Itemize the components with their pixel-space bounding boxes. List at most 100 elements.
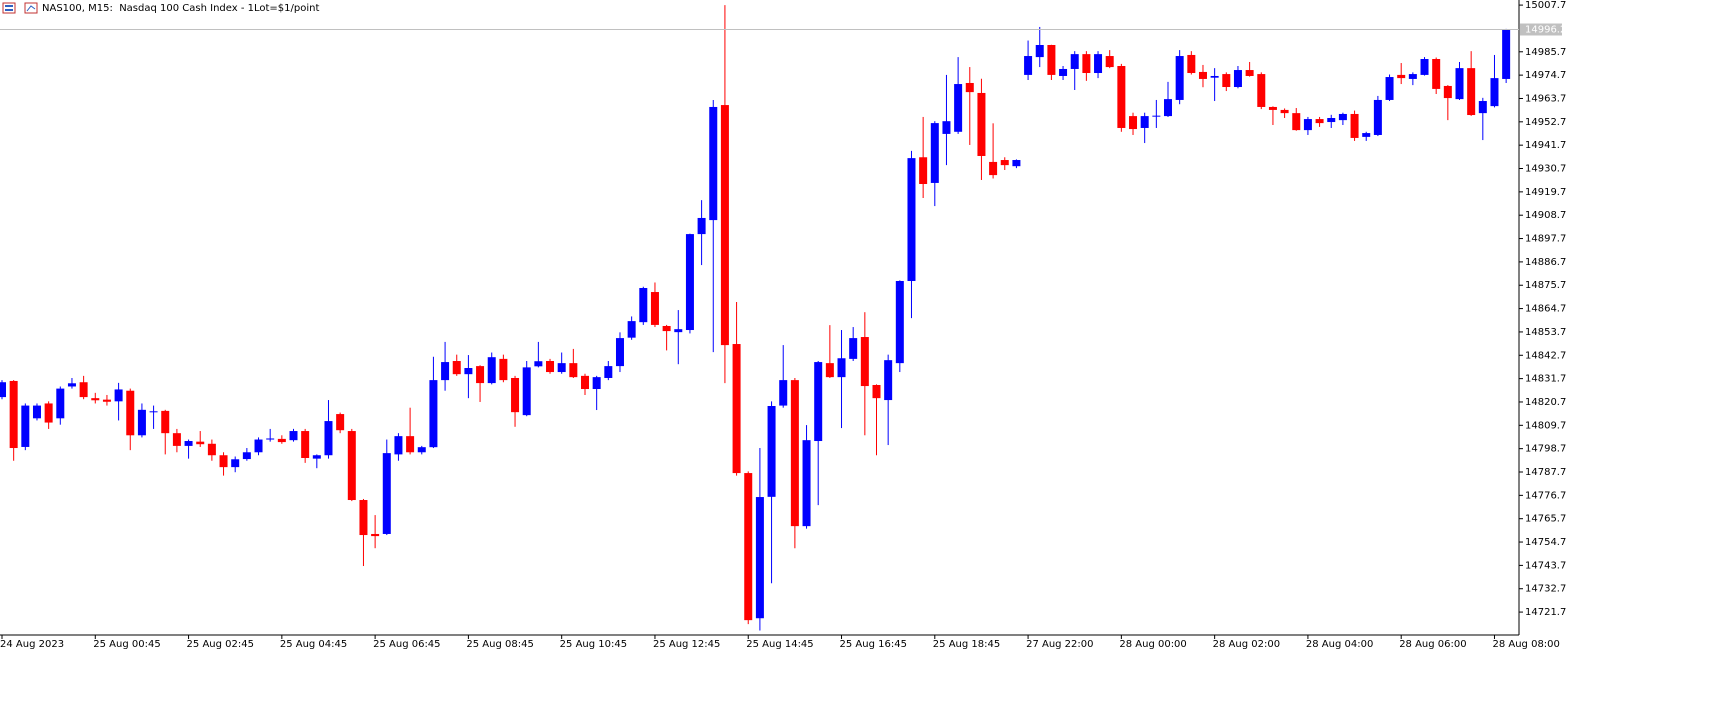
candle-body: [347, 431, 356, 501]
x-tick-label: 28 Aug 00:00: [1119, 639, 1186, 650]
candle-body: [1233, 70, 1242, 88]
y-tick-label: 14743.7: [1525, 560, 1566, 571]
candle-body: [359, 500, 368, 536]
y-tick-label: 14754.7: [1525, 537, 1566, 548]
candle-body: [301, 431, 310, 458]
candle-body: [954, 84, 963, 132]
candle-body: [907, 158, 916, 281]
candle-body: [1047, 44, 1056, 75]
x-tick-label: 25 Aug 16:45: [840, 639, 907, 650]
candle-body: [1443, 85, 1452, 99]
candle-body: [1198, 71, 1207, 79]
candle-body: [604, 366, 613, 378]
candle-body: [1117, 66, 1126, 128]
candle-body: [126, 390, 135, 436]
candle-body: [266, 438, 275, 440]
candle-body: [1070, 54, 1079, 69]
candle-body: [91, 398, 100, 401]
candle-body: [674, 329, 683, 333]
candle-body: [849, 338, 858, 359]
candle-body: [161, 410, 170, 434]
candle-body: [872, 384, 881, 399]
candle-body: [371, 533, 380, 537]
candle-body: [231, 459, 240, 468]
y-tick-label: 14853.7: [1525, 327, 1566, 338]
y-tick-label: 14886.7: [1525, 257, 1566, 268]
y-tick-label: 14919.7: [1525, 187, 1566, 198]
candle-body: [32, 405, 41, 419]
candle-body: [1432, 59, 1441, 89]
y-tick-label: 14809.7: [1525, 420, 1566, 431]
icon: [2, 2, 16, 14]
y-tick-label: 14798.7: [1525, 444, 1566, 455]
candle-body: [1222, 74, 1231, 88]
candle-body: [557, 363, 566, 373]
candle-body: [1059, 68, 1068, 76]
candle-body: [1397, 74, 1406, 79]
y-tick-label: 14842.7: [1525, 350, 1566, 361]
x-tick-label: 25 Aug 00:45: [93, 639, 160, 650]
title-icons: [2, 2, 38, 14]
candle-body: [1490, 78, 1499, 107]
candle-body: [394, 436, 403, 455]
candle-body: [44, 403, 53, 423]
candle-body: [1187, 54, 1196, 74]
y-tick-label: 14864.7: [1525, 304, 1566, 315]
candle-body: [67, 383, 76, 387]
candle-body: [930, 123, 939, 183]
candle-body: [1408, 74, 1417, 79]
candle-body: [114, 389, 123, 402]
candle-body: [989, 161, 998, 176]
y-tick-label: 14897.7: [1525, 234, 1566, 245]
icon-detail: [26, 5, 36, 12]
candle-body: [1012, 160, 1021, 167]
candle-body: [1257, 74, 1266, 107]
x-tick-label: 24 Aug 2023: [0, 639, 64, 650]
candle-body: [487, 357, 496, 384]
candle-body: [825, 363, 834, 378]
candle-body: [1245, 70, 1254, 76]
candle-body: [662, 325, 671, 332]
candle-body: [324, 421, 333, 456]
candle-body: [242, 452, 251, 460]
x-tick-label: 25 Aug 04:45: [280, 639, 347, 650]
y-tick-label: 14963.7: [1525, 93, 1566, 104]
candle-body: [336, 414, 345, 431]
x-tick-label: 28 Aug 04:00: [1306, 639, 1373, 650]
candle-body: [1350, 113, 1359, 138]
x-tick-label: 25 Aug 18:45: [933, 639, 1000, 650]
x-tick-label: 28 Aug 02:00: [1213, 639, 1280, 650]
candle-body: [172, 433, 181, 446]
candle-body: [382, 453, 391, 534]
y-tick-label: 14732.7: [1525, 584, 1566, 595]
candle-body: [476, 366, 485, 384]
candle-body: [254, 439, 263, 453]
candle-body: [452, 361, 461, 375]
candle-body: [207, 443, 216, 456]
candle-body: [814, 362, 823, 442]
candle-body: [1268, 106, 1277, 110]
candle-body: [581, 375, 589, 390]
icon: [24, 2, 38, 14]
candle-body: [1024, 56, 1033, 75]
candle-body: [802, 440, 811, 527]
y-tick-label: 14831.7: [1525, 374, 1566, 385]
candle-body: [685, 234, 694, 331]
candle-body: [755, 497, 764, 619]
candle-body: [1105, 56, 1114, 68]
candle-body: [1385, 77, 1394, 100]
candle-body: [1140, 116, 1149, 128]
icon-detail: [5, 9, 13, 11]
candle-body: [965, 82, 974, 93]
candle-body: [1338, 113, 1347, 121]
x-tick-label: 25 Aug 02:45: [187, 639, 254, 650]
price-label: 14996.2: [1525, 25, 1566, 36]
x-tick-label: 25 Aug 14:45: [746, 639, 813, 650]
candle-body: [639, 287, 648, 323]
candle-body: [615, 338, 624, 367]
candle-body: [942, 121, 951, 134]
candle-body: [779, 380, 788, 406]
candle-body: [1362, 133, 1371, 137]
